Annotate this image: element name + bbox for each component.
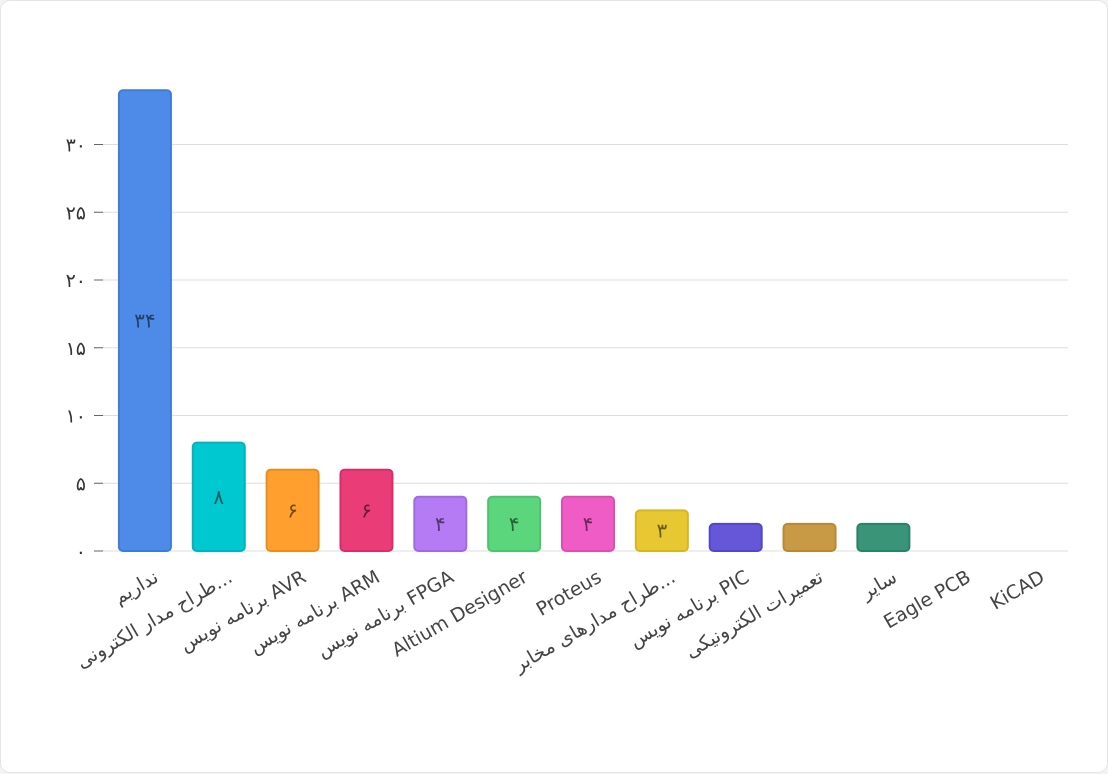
- y-tick-label: ۰: [76, 541, 86, 563]
- x-tick-label: Altium Designer: [388, 566, 531, 661]
- bar-value-label: ۴: [583, 512, 594, 536]
- y-tick-label: ۱۵: [66, 338, 86, 360]
- bar[interactable]: [413, 495, 468, 552]
- y-tick-label: ۳۰: [66, 135, 86, 157]
- y-tick-label: ۵: [76, 473, 86, 495]
- category-label: Altium Designer: [388, 566, 531, 661]
- bar-value-label: ۴: [435, 512, 446, 536]
- grid-lines: [94, 144, 1068, 552]
- bar[interactable]: [191, 441, 246, 553]
- bar-value-label: ۴: [509, 512, 520, 536]
- bar[interactable]: [856, 522, 911, 553]
- bar[interactable]: [339, 468, 394, 553]
- y-tick-label: ۲۵: [66, 202, 86, 224]
- y-tick-label: ۲۰: [66, 270, 86, 292]
- bar[interactable]: [487, 495, 542, 552]
- bar-value-label: ۳: [656, 519, 667, 543]
- category-label: سایر: [856, 566, 900, 604]
- bar[interactable]: [782, 522, 837, 553]
- category-label: تعمیرات الکترونیکی: [681, 566, 826, 663]
- x-tick-label: تعمیرات الکترونیکی: [681, 566, 826, 663]
- x-tick-label: نداریم: [110, 566, 162, 609]
- bar[interactable]: [117, 89, 172, 553]
- y-tick-label: ۱۰: [66, 406, 86, 428]
- category-label: برنامه نویس AVR: [176, 566, 310, 656]
- bars: ۳۴ ۸ ۶ ۶ ۴ ۴ ۴ ۳: [117, 89, 911, 553]
- bar[interactable]: [634, 509, 689, 553]
- x-tick-label: سایر: [856, 566, 900, 604]
- x-tick-label: برنامه نویس AVR: [176, 566, 310, 656]
- bar[interactable]: [265, 468, 320, 553]
- bar-value-label: ۳۴: [134, 309, 155, 333]
- bar-value-label: ۶: [361, 498, 372, 522]
- category-label: نداریم: [110, 566, 162, 609]
- bar[interactable]: [708, 522, 763, 553]
- y-axis: ۰ ۵ ۱۰ ۱۵ ۲۰ ۲۵ ۳۰: [66, 135, 103, 563]
- category-label: KiCAD: [987, 566, 1049, 614]
- bar-value-label: ۶: [287, 498, 298, 522]
- bar-value-label: ۸: [213, 485, 224, 509]
- bar[interactable]: [561, 495, 615, 552]
- x-tick-label: KiCAD: [987, 566, 1049, 614]
